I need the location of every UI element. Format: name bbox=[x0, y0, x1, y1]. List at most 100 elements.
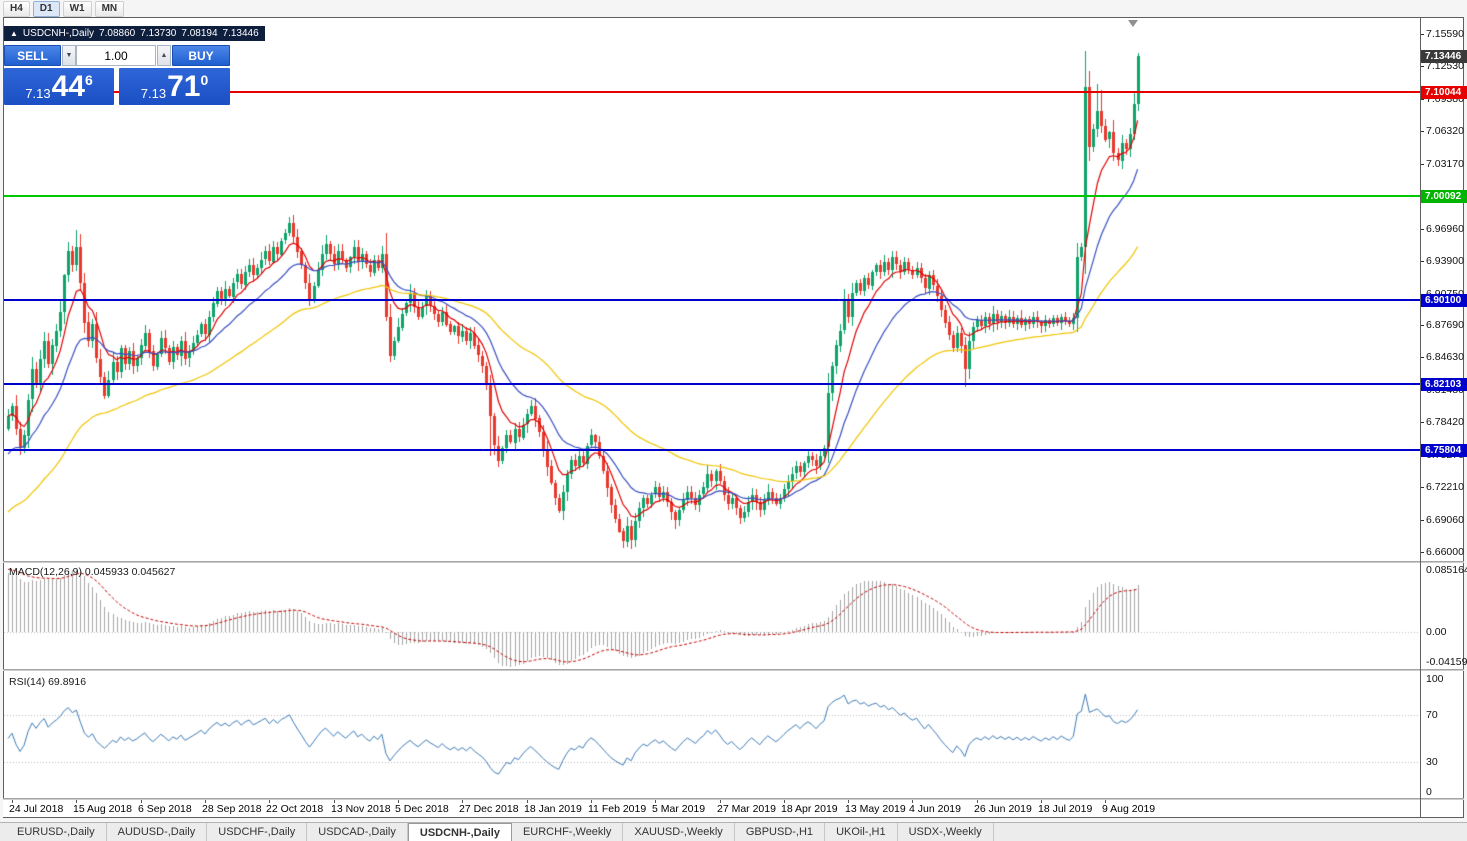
chart-tab-audusd-daily[interactable]: AUDUSD-,Daily bbox=[107, 823, 208, 841]
date-tick bbox=[655, 800, 656, 803]
price-axis-tick bbox=[1421, 229, 1424, 230]
hline-6.901[interactable] bbox=[4, 299, 1420, 301]
date-label: 15 Aug 2018 bbox=[73, 803, 132, 815]
date-tick bbox=[912, 800, 913, 803]
price-tick-label: 6.69060 bbox=[1426, 514, 1464, 526]
price-axis-tick bbox=[1421, 66, 1424, 67]
chart-tab-ukoil-h1[interactable]: UKOil-,H1 bbox=[825, 823, 898, 841]
sell-price-big: 44 bbox=[51, 69, 85, 103]
date-tick bbox=[398, 800, 399, 803]
price-axis-separator bbox=[1420, 17, 1421, 818]
pane-splitter-macd[interactable] bbox=[3, 561, 1464, 563]
price-tick-label: 6.96960 bbox=[1426, 223, 1464, 235]
price-tick-label: 6.84630 bbox=[1426, 351, 1464, 363]
rsi-axis-label: 30 bbox=[1426, 756, 1438, 768]
chart-tab-usdcnh-daily[interactable]: USDCNH-,Daily bbox=[407, 823, 512, 841]
price-axis-tick bbox=[1421, 357, 1424, 358]
sell-price-sup: 6 bbox=[84, 72, 93, 88]
chart-tab-gbpusd-h1[interactable]: GBPUSD-,H1 bbox=[735, 823, 826, 841]
hline-6.82103[interactable] bbox=[4, 383, 1420, 385]
price-tick-label: 6.93900 bbox=[1426, 255, 1464, 267]
chart-tab-eurusd-daily[interactable]: EURUSD-,Daily bbox=[6, 823, 107, 841]
timeframe-toolbar: H4 D1 W1 MN bbox=[3, 0, 125, 17]
date-label: 26 Jun 2019 bbox=[974, 803, 1032, 815]
date-label: 28 Sep 2018 bbox=[202, 803, 262, 815]
date-tick bbox=[205, 800, 206, 803]
price-axis-tick bbox=[1421, 131, 1424, 132]
price-axis-tick bbox=[1421, 520, 1424, 521]
price-tick-label: 7.06320 bbox=[1426, 125, 1464, 137]
chart-tab-bar: EURUSD-,Daily AUDUSD-,Daily USDCHF-,Daily U… bbox=[0, 822, 1467, 841]
sell-button[interactable]: SELL bbox=[4, 45, 61, 66]
volume-input[interactable] bbox=[76, 45, 156, 66]
date-tick bbox=[848, 800, 849, 803]
price-tick-label: 7.03170 bbox=[1426, 158, 1464, 170]
buy-price-box[interactable]: 7.13 71 0 bbox=[119, 68, 230, 105]
price-axis-tick bbox=[1421, 552, 1424, 553]
pane-splitter-rsi[interactable] bbox=[3, 669, 1464, 671]
date-label: 13 May 2019 bbox=[845, 803, 906, 815]
price-tick-label: 7.15590 bbox=[1426, 28, 1464, 40]
price-tick-label: 6.66000 bbox=[1426, 546, 1464, 558]
date-label: 22 Oct 2018 bbox=[266, 803, 324, 815]
volume-decrease-icon[interactable]: ▼ bbox=[62, 45, 76, 66]
macd-axis-label: 0.00 bbox=[1426, 626, 1447, 638]
price-tick-label: 6.87690 bbox=[1426, 319, 1464, 331]
date-tick bbox=[720, 800, 721, 803]
date-label: 6 Sep 2018 bbox=[138, 803, 192, 815]
symbol-period-label: USDCNH-,Daily bbox=[22, 28, 95, 39]
price-axis-tick bbox=[1421, 34, 1424, 35]
date-tick bbox=[1105, 800, 1106, 803]
rsi-axis-label: 70 bbox=[1426, 709, 1438, 721]
timeframe-button-mn[interactable]: MN bbox=[94, 0, 125, 17]
macd-axis-label: 0.085164 bbox=[1426, 564, 1467, 576]
price-axis-tick bbox=[1421, 422, 1424, 423]
rsi-axis-label: 100 bbox=[1426, 673, 1444, 685]
chart-tab-usdchf-daily[interactable]: USDCHF-,Daily bbox=[207, 823, 308, 841]
date-label: 9 Aug 2019 bbox=[1102, 803, 1156, 815]
chart-ohlc-header: ▲ USDCNH-,Daily 7.08860 7.13730 7.08194 … bbox=[4, 26, 265, 41]
rsi-indicator-canvas[interactable] bbox=[4, 673, 1420, 798]
price-marker-last-price: 7.13446 bbox=[1421, 50, 1467, 63]
ohlc-close: 7.13446 bbox=[222, 28, 259, 39]
rsi-axis-label: 0 bbox=[1426, 786, 1432, 798]
date-tick bbox=[462, 800, 463, 803]
macd-indicator-canvas[interactable] bbox=[4, 564, 1420, 669]
price-chart-canvas[interactable] bbox=[4, 19, 1420, 561]
buy-button[interactable]: BUY bbox=[172, 45, 230, 66]
date-tick bbox=[269, 800, 270, 803]
panel-collapse-icon[interactable]: ▲ bbox=[10, 29, 18, 38]
date-tick bbox=[12, 800, 13, 803]
price-axis-tick bbox=[1421, 487, 1424, 488]
buy-price-sup: 0 bbox=[200, 72, 209, 88]
sell-price-box[interactable]: 7.13 44 6 bbox=[4, 68, 114, 105]
price-tick-label: 7.12530 bbox=[1426, 60, 1464, 72]
chart-tab-usdx-weekly[interactable]: USDX-,Weekly bbox=[898, 823, 994, 841]
ohlc-high: 7.13730 bbox=[140, 28, 177, 39]
hline-6.75804[interactable] bbox=[4, 449, 1420, 451]
hline-7.00092[interactable] bbox=[4, 195, 1420, 197]
date-tick bbox=[527, 800, 528, 803]
volume-increase-icon[interactable]: ▲ bbox=[157, 45, 171, 66]
chart-tab-xauusd-weekly[interactable]: XAUUSD-,Weekly bbox=[623, 823, 735, 841]
chart-shift-marker-icon bbox=[1128, 20, 1138, 27]
price-axis-tick bbox=[1421, 99, 1424, 100]
date-label: 18 Jul 2019 bbox=[1038, 803, 1093, 815]
price-marker-red-hline-price: 7.10044 bbox=[1421, 86, 1467, 99]
date-label: 5 Dec 2018 bbox=[395, 803, 449, 815]
hline-7.10044[interactable] bbox=[4, 91, 1420, 93]
date-label: 18 Jan 2019 bbox=[524, 803, 582, 815]
date-axis[interactable]: 24 Jul 2018 15 Aug 2018 6 Sep 2018 28 Sep 2… bbox=[3, 800, 1421, 817]
timeframe-button-w1[interactable]: W1 bbox=[62, 0, 92, 17]
chart-tab-usdcad-daily[interactable]: USDCAD-,Daily bbox=[307, 823, 408, 841]
timeframe-button-h4[interactable]: H4 bbox=[3, 0, 30, 17]
date-label: 11 Feb 2019 bbox=[588, 803, 647, 815]
macd-axis-label: -0.041597 bbox=[1426, 656, 1467, 668]
price-axis-tick bbox=[1421, 325, 1424, 326]
date-label: 27 Mar 2019 bbox=[717, 803, 776, 815]
price-marker-blue-hline-price-1: 6.90100 bbox=[1421, 294, 1467, 307]
timeframe-button-d1[interactable]: D1 bbox=[32, 0, 60, 17]
chart-tab-eurchf-weekly[interactable]: EURCHF-,Weekly bbox=[512, 823, 624, 841]
date-label: 24 Jul 2018 bbox=[9, 803, 64, 815]
